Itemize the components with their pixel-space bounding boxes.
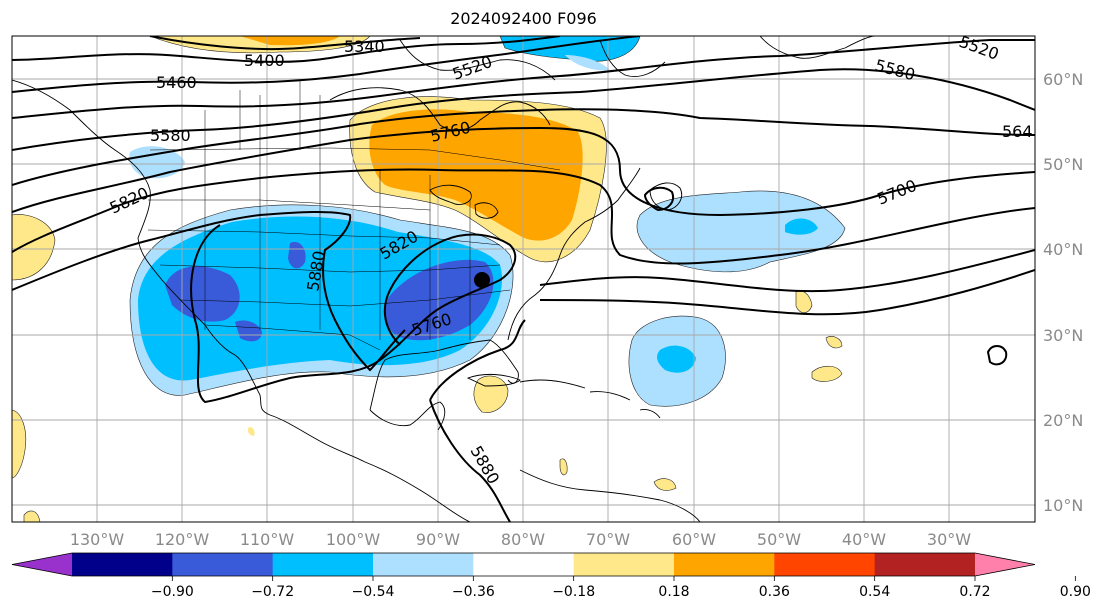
colorbar-bin <box>373 553 474 576</box>
height-contours <box>12 36 1035 522</box>
colorbar-bin <box>674 553 775 576</box>
map-frame <box>11 35 1036 523</box>
lat-label: 50°N <box>1043 155 1083 174</box>
colorbar-bin <box>72 553 173 576</box>
colorbar-tick-label: −0.90 <box>151 584 194 600</box>
positive-anomaly-shading <box>12 36 843 522</box>
contour-label: 5460 <box>156 73 197 92</box>
colorbar-bin <box>272 553 374 576</box>
colorbar: −0.90 −0.72 −0.54 −0.36 −0.18 0.18 0.36 0.54 0.7… <box>11 552 1091 600</box>
colorbar-bin <box>172 553 274 576</box>
longitude-labels: 130°W 120°W 110°W 100°W 90°W 80°W 70°W 6… <box>70 530 971 549</box>
colorbar-extend-high <box>975 553 1035 576</box>
colorbar-tick-label: 0.90 <box>1060 584 1091 600</box>
colorbar-tick-label: −0.36 <box>452 584 495 600</box>
contour-labels: 5340 5400 5460 5520 5520 5580 5580 564 5… <box>107 36 1033 487</box>
colorbar-bin <box>473 553 575 576</box>
colorbar-tick-label: 0.72 <box>959 584 990 600</box>
colorbar-extend-low <box>12 553 72 576</box>
lon-label: 90°W <box>416 530 460 549</box>
lat-label: 20°N <box>1043 411 1083 430</box>
storm-center-marker <box>474 272 490 288</box>
colorbar-outline <box>11 552 1036 577</box>
colorbar-bin <box>573 553 675 576</box>
latitude-labels: 10°N 20°N 30°N 40°N 50°N 60°N <box>1043 70 1083 515</box>
lon-label: 130°W <box>70 530 125 549</box>
lon-label: 40°W <box>842 530 886 549</box>
lon-label: 70°W <box>586 530 630 549</box>
lon-label: 60°W <box>672 530 716 549</box>
lat-label: 40°N <box>1043 240 1083 259</box>
contour-label: 5580 <box>150 126 191 145</box>
colorbar-tick-label: 0.18 <box>658 584 689 600</box>
lon-label: 30°W <box>927 530 971 549</box>
lon-label: 120°W <box>155 530 210 549</box>
lat-label: 10°N <box>1043 496 1083 515</box>
lon-label: 80°W <box>501 530 545 549</box>
colorbar-bin <box>774 553 876 576</box>
contour-label: 5400 <box>244 51 285 70</box>
lon-label: 100°W <box>326 530 381 549</box>
coastlines <box>12 36 876 522</box>
lon-label: 110°W <box>240 530 295 549</box>
lat-label: 60°N <box>1043 70 1083 89</box>
colorbar-tick-label: 0.54 <box>859 584 890 600</box>
map-panel: 5340 5400 5460 5520 5520 5580 5580 564 5… <box>12 36 1035 522</box>
colorbar-bin <box>874 553 976 576</box>
colorbar-tick-label: −0.18 <box>552 584 595 600</box>
figure-title: 2024092400 F096 <box>450 9 597 28</box>
contour-label: 5340 <box>344 37 385 56</box>
colorbar-tick-label: −0.72 <box>251 584 294 600</box>
lon-label: 50°W <box>757 530 801 549</box>
colorbar-tick-label: 0.36 <box>759 584 790 600</box>
contour-label: 564 <box>1002 122 1033 141</box>
colorbar-tick-label: −0.54 <box>352 584 395 600</box>
lat-label: 30°N <box>1043 326 1083 345</box>
